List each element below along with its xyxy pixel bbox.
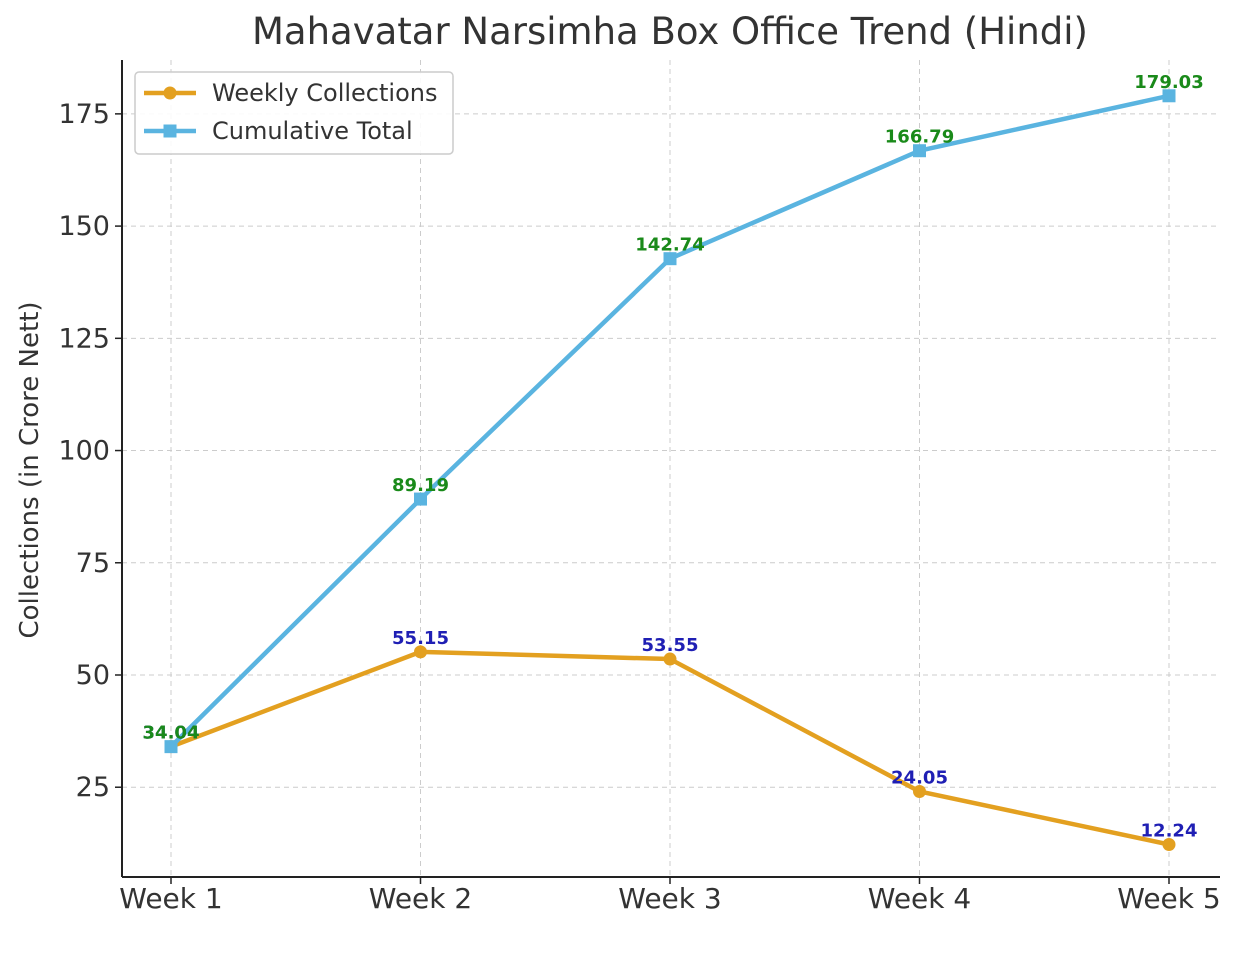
data-label: 166.79 [885,127,954,148]
data-label: 55.15 [392,628,449,649]
data-point [1162,89,1176,103]
legend-label: Weekly Collections [212,79,437,107]
data-label: 142.74 [635,235,704,256]
data-point [663,652,677,666]
x-tick-label: Week 2 [369,882,472,915]
y-tick-label: 150 [58,211,110,242]
legend-box [134,71,454,155]
legend-marker [163,86,177,100]
data-label: 34.04 [143,723,200,744]
data-label: 24.05 [891,767,948,788]
y-tick-label: 175 [58,99,110,130]
chart-title: Mahavatar Narsimha Box Office Trend (Hin… [252,10,1088,53]
data-label: 12.24 [1141,820,1198,841]
data-point [414,645,427,659]
y-tick-label: 50 [76,660,110,691]
y-tick-label: 75 [76,548,110,579]
legend: Weekly Collections Cumulative Total [134,71,454,155]
series-group [164,89,1176,851]
legend-label: Cumulative Total [212,117,413,145]
data-point [164,740,178,754]
y-tick-label: 100 [58,436,110,467]
legend-marker [163,124,177,138]
data-label: 34.04 [143,723,200,744]
data-point [1162,837,1176,851]
x-tick-label: Week 5 [1117,882,1220,915]
data-point [913,144,926,158]
data-label: 89.19 [392,475,449,496]
data-point [913,784,926,798]
y-tick-label: 25 [76,772,110,803]
data-point [663,252,677,266]
series-cumulative-total [164,89,1176,754]
x-tick-label: Week 4 [868,882,971,915]
axes: 25 50 75 100 125 150 175 Week 1 Week 2 Week 3 Week… [58,60,1221,915]
data-point [414,492,427,506]
data-label: 53.55 [642,635,699,656]
y-tick-label: 125 [58,323,110,354]
data-label: 179.03 [1134,72,1203,93]
grid-lines [122,60,1220,877]
x-tick-label: Week 3 [618,882,721,915]
y-axis-label: Collections (in Crore Nett) [15,301,45,638]
x-tick-label: Week 1 [119,882,222,915]
